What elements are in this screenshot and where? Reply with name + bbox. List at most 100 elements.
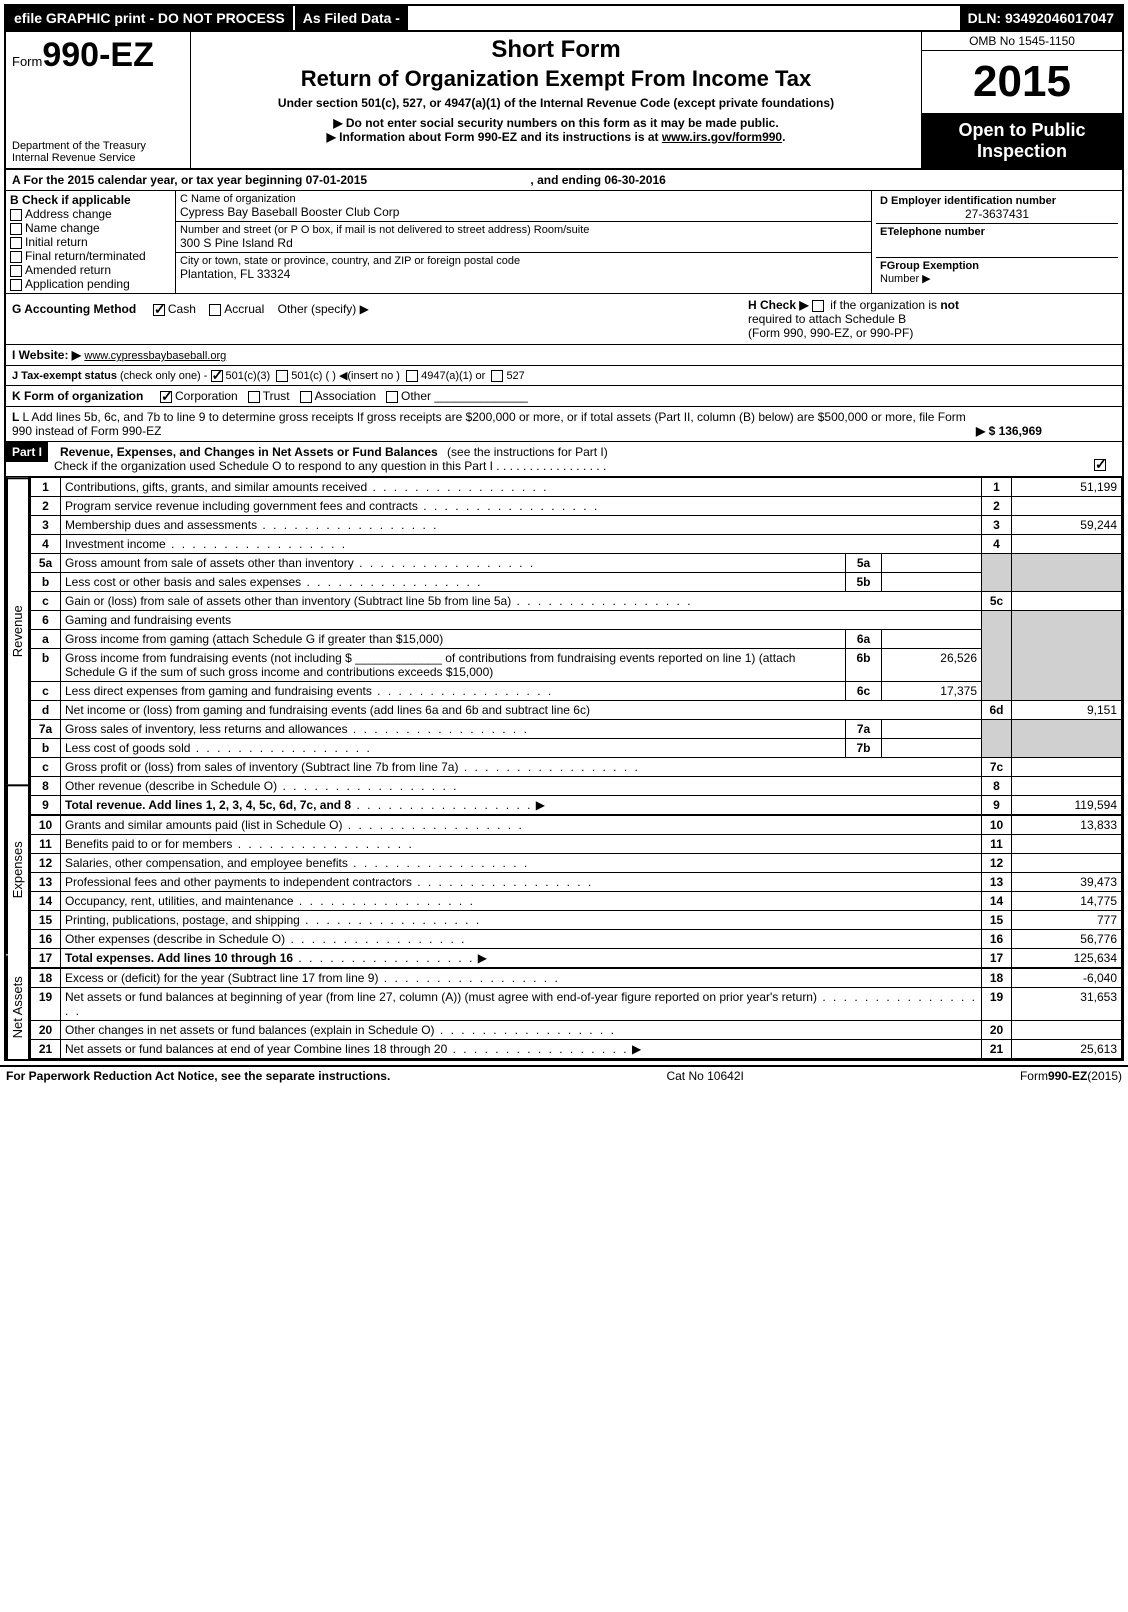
l21-d: Net assets or fund balances at end of ye…: [65, 1042, 447, 1056]
l2-v: [1012, 497, 1122, 516]
l18-ln: 18: [982, 968, 1012, 988]
l8-ln: 8: [982, 777, 1012, 796]
chk-initial[interactable]: Initial return: [10, 235, 171, 249]
chk-h[interactable]: [812, 300, 824, 312]
section-b-label: B Check if applicable: [10, 193, 171, 207]
l4-v: [1012, 535, 1122, 554]
l8-v: [1012, 777, 1122, 796]
l19-v: 31,653: [1012, 988, 1122, 1021]
footer-year: (2015): [1087, 1069, 1122, 1083]
l5c-n: c: [31, 592, 61, 611]
omb-number: OMB No 1545-1150: [922, 32, 1122, 51]
l12-v: [1012, 854, 1122, 873]
form-prefix: Form: [12, 54, 42, 69]
chk-final[interactable]: Final return/terminated: [10, 249, 171, 263]
l3-ln: 3: [982, 516, 1012, 535]
section-g: G Accounting Method Cash Accrual Other (…: [6, 294, 742, 344]
l14-d: Occupancy, rent, utilities, and maintena…: [65, 894, 294, 908]
chk-part1-scho[interactable]: [1094, 459, 1106, 471]
chk-527[interactable]: [491, 370, 503, 382]
page-footer: For Paperwork Reduction Act Notice, see …: [0, 1065, 1128, 1085]
l1-ln: 1: [982, 478, 1012, 497]
l7c-d: Gross profit or (loss) from sales of inv…: [65, 760, 458, 774]
tax-year: 2015: [922, 51, 1122, 114]
section-j: J Tax-exempt status (check only one) - 5…: [6, 366, 1122, 386]
inspect-line2: Inspection: [924, 141, 1120, 162]
l6d-d: Net income or (loss) from gaming and fun…: [61, 701, 982, 720]
chk-amended[interactable]: Amended return: [10, 263, 171, 277]
chk-pending[interactable]: Application pending: [10, 277, 171, 291]
chk-4947[interactable]: [406, 370, 418, 382]
l5a-d: Gross amount from sale of assets other t…: [65, 556, 354, 570]
org-city: Plantation, FL 33324: [180, 267, 867, 281]
bullet2-pre: ▶ Information about Form 990-EZ and its …: [327, 130, 662, 144]
l5a-sv: [882, 554, 982, 573]
l7a-d: Gross sales of inventory, less returns a…: [65, 722, 348, 736]
chk-501c[interactable]: [276, 370, 288, 382]
l6c-sv: 17,375: [882, 682, 982, 701]
chk-501c3[interactable]: [211, 370, 223, 382]
l9-d: Total revenue. Add lines 1, 2, 3, 4, 5c,…: [65, 798, 351, 812]
dept-treasury: Department of the Treasury: [12, 140, 184, 152]
l13-n: 13: [31, 873, 61, 892]
bullet2-link[interactable]: www.irs.gov/form990: [662, 130, 782, 144]
l15-n: 15: [31, 911, 61, 930]
l6b-n: b: [31, 649, 61, 682]
l8-n: 8: [31, 777, 61, 796]
l18-v: -6,040: [1012, 968, 1122, 988]
dept-irs: Internal Revenue Service: [12, 152, 184, 164]
ein-label: D Employer identification number: [880, 195, 1114, 207]
l17-ln: 17: [982, 949, 1012, 969]
j-note: (check only one) -: [120, 370, 207, 382]
l13-ln: 13: [982, 873, 1012, 892]
l7b-sv: [882, 739, 982, 758]
chk-name[interactable]: Name change: [10, 221, 171, 235]
k-other: Other: [401, 389, 431, 403]
l21-v: 25,613: [1012, 1040, 1122, 1059]
website-url[interactable]: www.cypressbaybaseball.org: [84, 350, 226, 362]
section-h: H Check ▶ if the organization is not req…: [742, 294, 1122, 344]
chk-trust[interactable]: [248, 391, 260, 403]
l2-n: 2: [31, 497, 61, 516]
l4-ln: 4: [982, 535, 1012, 554]
l10-n: 10: [31, 815, 61, 835]
l4-n: 4: [31, 535, 61, 554]
inspect-line1: Open to Public: [924, 120, 1120, 141]
l6c-d: Less direct expenses from gaming and fun…: [65, 684, 372, 698]
cash-label: Cash: [168, 302, 196, 316]
bullets: ▶ Do not enter social security numbers o…: [199, 116, 913, 144]
l16-v: 56,776: [1012, 930, 1122, 949]
accrual-label: Accrual: [224, 302, 264, 316]
section-c: C Name of organization Cypress Bay Baseb…: [176, 191, 872, 293]
l12-n: 12: [31, 854, 61, 873]
l15-d: Printing, publications, postage, and shi…: [65, 913, 300, 927]
l5c-ln: 5c: [982, 592, 1012, 611]
l6-n: 6: [31, 611, 61, 630]
l2-d: Program service revenue including govern…: [65, 499, 418, 513]
l7b-d: Less cost of goods sold: [65, 741, 190, 755]
l5a-sn: 5a: [846, 554, 882, 573]
chk-other[interactable]: [386, 391, 398, 403]
part1-check-text: Check if the organization used Schedule …: [54, 459, 606, 473]
chk-corp[interactable]: [160, 391, 172, 403]
chk-cash[interactable]: [153, 304, 165, 316]
footer-form: Form: [1020, 1069, 1048, 1083]
l1-v: 51,199: [1012, 478, 1122, 497]
chk-assoc[interactable]: [300, 391, 312, 403]
l3-n: 3: [31, 516, 61, 535]
section-def: D Employer identification number 27-3637…: [872, 191, 1122, 293]
section-g-label: G Accounting Method: [12, 302, 136, 316]
chk-accrual[interactable]: [209, 304, 221, 316]
l2-ln: 2: [982, 497, 1012, 516]
l11-n: 11: [31, 835, 61, 854]
l15-ln: 15: [982, 911, 1012, 930]
l6d-n: d: [31, 701, 61, 720]
return-title: Return of Organization Exempt From Incom…: [199, 66, 913, 92]
chk-address[interactable]: Address change: [10, 207, 171, 221]
dln-label: DLN: 93492046017047: [960, 6, 1122, 30]
l17-d: Total expenses. Add lines 10 through 16: [65, 951, 293, 965]
l20-n: 20: [31, 1021, 61, 1040]
lines-table: 1 Contributions, gifts, grants, and simi…: [30, 477, 1122, 1059]
section-bcd: B Check if applicable Address change Nam…: [6, 191, 1122, 294]
form-number: Form990-EZ: [12, 36, 184, 75]
